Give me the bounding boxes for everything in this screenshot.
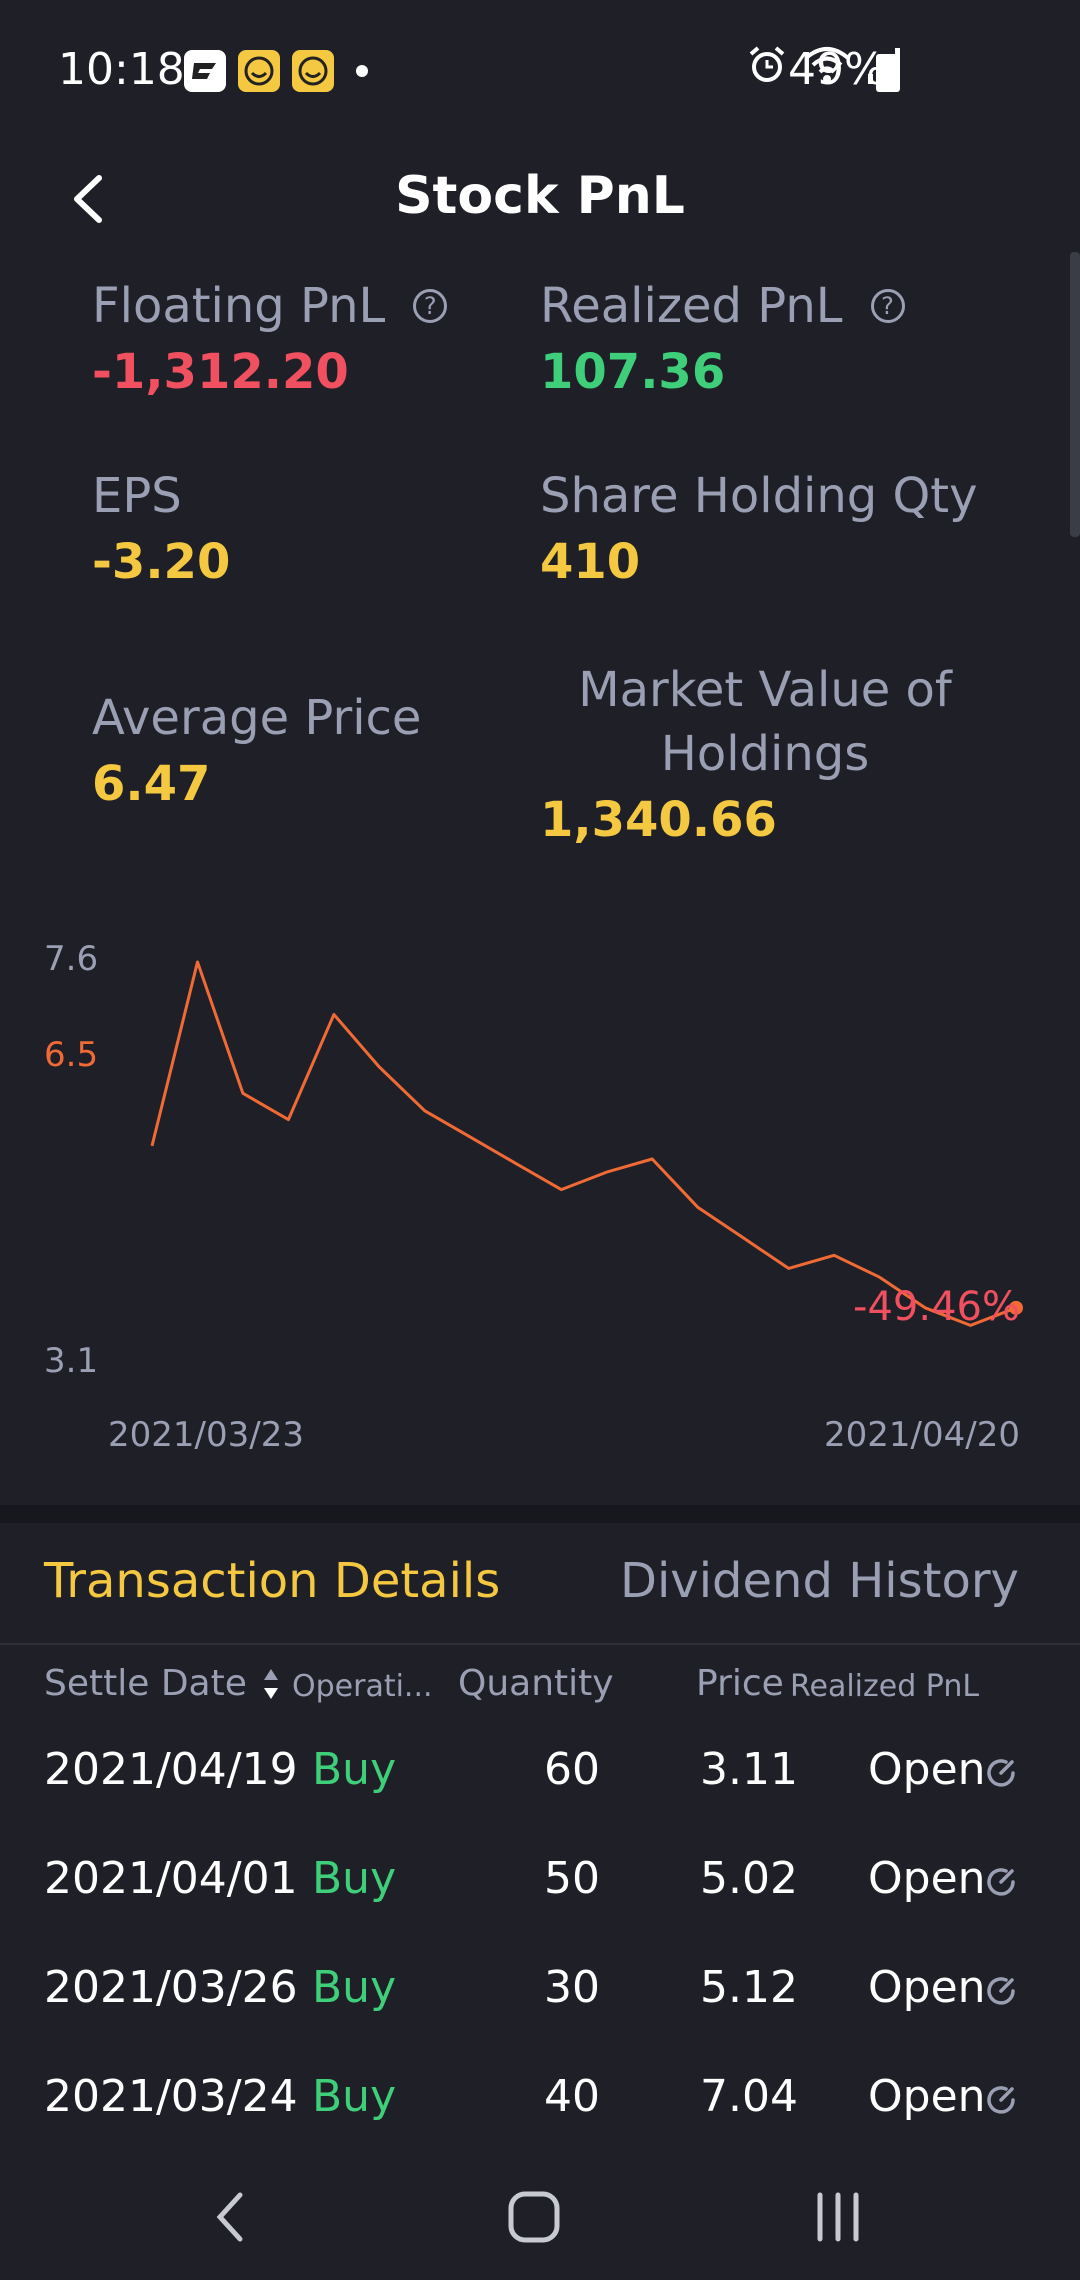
status-bar: 10:18 49%: [0, 0, 1080, 140]
price-chart-svg: 7.6 6.5 3.1 -49.46% 2021/03/23 2021/04/2…: [44, 939, 1023, 1455]
notification-app-icon: [184, 50, 226, 92]
row-date: 2021/04/19: [44, 1744, 298, 1795]
back-button[interactable]: [44, 154, 134, 244]
x-tick-end: 2021/04/20: [824, 1415, 1020, 1455]
row-date: 2021/03/26: [44, 1962, 298, 2013]
eps-value: -3.20: [92, 534, 231, 590]
avg-price-value: 6.47: [92, 756, 211, 812]
system-recents-button[interactable]: [798, 2182, 878, 2252]
row-price: 3.11: [700, 1744, 798, 1795]
emoji-icon: [238, 50, 280, 92]
tab-dividend-history[interactable]: Dividend History: [620, 1553, 1019, 1609]
market-value-stat: Market Value of Holdings 1,340.66: [540, 658, 990, 848]
row-realized-pnl: Open: [868, 2071, 986, 2122]
row-quantity: 40: [544, 2071, 600, 2122]
help-icon[interactable]: ?: [413, 289, 448, 323]
y-tick-reference: 6.5: [44, 1035, 98, 1075]
row-price: 5.02: [700, 1853, 798, 1904]
floating-pnl-label: Floating PnL: [92, 278, 386, 334]
transaction-list: 2021/04/19 Buy 60 3.11 Open 2021/04/01 B…: [0, 1720, 1080, 2156]
latest-price-point: [1009, 1300, 1023, 1315]
table-header: Settle Date Operati... Quantity Price Re…: [0, 1655, 1080, 1725]
pnl-summary: Floating PnL ? -1,312.20 Realized PnL ? …: [0, 260, 1080, 880]
floating-pnl-stat: Floating PnL ? -1,312.20: [92, 278, 448, 400]
eps-stat: EPS -3.20: [92, 468, 230, 590]
refresh-icon[interactable]: [984, 1974, 1018, 2012]
row-quantity: 60: [544, 1744, 600, 1795]
header-settle-date[interactable]: Settle Date: [44, 1663, 247, 1704]
row-price: 7.04: [700, 2071, 798, 2122]
tab-transaction-details[interactable]: Transaction Details: [44, 1553, 501, 1609]
realized-pnl-value: 107.36: [540, 344, 726, 400]
y-tick-top: 7.6: [44, 939, 98, 979]
row-price: 5.12: [700, 1962, 798, 2013]
market-value-value: 1,340.66: [540, 792, 777, 848]
status-time: 10:18: [58, 44, 185, 95]
y-tick-bottom: 3.1: [44, 1341, 98, 1381]
refresh-icon[interactable]: [984, 1756, 1018, 1794]
table-row[interactable]: 2021/04/19 Buy 60 3.11 Open: [0, 1720, 1080, 1829]
market-value-label: Market Value of Holdings: [578, 662, 952, 782]
row-date: 2021/03/24: [44, 2071, 298, 2122]
battery-percent: 49%: [788, 44, 886, 95]
battery-charging-icon: [876, 54, 900, 92]
share-qty-stat: Share Holding Qty 410: [540, 468, 978, 590]
alarm-icon: [749, 46, 785, 82]
system-home-button[interactable]: [494, 2182, 574, 2252]
refresh-icon[interactable]: [984, 1865, 1018, 1903]
price-chart[interactable]: 7.6 6.5 3.1 -49.46% 2021/03/23 2021/04/2…: [0, 920, 1080, 1480]
wifi-icon: [804, 47, 850, 83]
price-series-line: [150, 960, 1017, 1327]
emoji-icon: [292, 50, 334, 92]
row-quantity: 50: [544, 1853, 600, 1904]
row-date: 2021/04/01: [44, 1853, 298, 1904]
refresh-icon[interactable]: [984, 2083, 1018, 2121]
row-operation: Buy: [312, 1744, 397, 1795]
notification-icons: [184, 50, 368, 92]
header-price: Price: [696, 1663, 784, 1704]
help-icon[interactable]: ?: [870, 289, 905, 323]
header-realized-pnl: Realized PnL: [790, 1669, 980, 1704]
system-navigation-bar: [0, 2150, 1080, 2280]
x-tick-start: 2021/03/23: [108, 1415, 304, 1455]
more-notifications-dot: [356, 65, 368, 77]
system-back-button[interactable]: [190, 2182, 270, 2252]
sort-icon[interactable]: [262, 1667, 280, 1705]
row-realized-pnl: Open: [868, 1744, 986, 1795]
share-qty-value: 410: [540, 534, 641, 590]
home-icon: [508, 2191, 560, 2243]
header-quantity: Quantity: [458, 1663, 614, 1704]
avg-price-label: Average Price: [92, 690, 422, 746]
details-tabs: Transaction Details Dividend History: [0, 1523, 1080, 1645]
row-operation: Buy: [312, 1853, 397, 1904]
row-operation: Buy: [312, 1962, 397, 2013]
realized-pnl-label: Realized PnL: [540, 278, 843, 334]
table-row[interactable]: 2021/04/01 Buy 50 5.02 Open: [0, 1829, 1080, 1938]
top-nav: Stock PnL: [0, 140, 1080, 260]
header-operation[interactable]: Operati...: [292, 1669, 433, 1704]
table-row[interactable]: 2021/03/24 Buy 40 7.04 Open: [0, 2047, 1080, 2156]
chevron-left-icon: [216, 2192, 243, 2242]
change-percent-label: -49.46%: [853, 1284, 1020, 1330]
row-quantity: 30: [544, 1962, 600, 2013]
recents-icon: [817, 2192, 859, 2242]
row-realized-pnl: Open: [868, 1853, 986, 1904]
scrollbar[interactable]: [1070, 252, 1080, 537]
page-title: Stock PnL: [395, 166, 685, 226]
row-operation: Buy: [312, 2071, 397, 2122]
eps-label: EPS: [92, 468, 182, 524]
realized-pnl-stat: Realized PnL ? 107.36: [540, 278, 905, 400]
table-row[interactable]: 2021/03/26 Buy 30 5.12 Open: [0, 1938, 1080, 2047]
chevron-left-icon: [74, 175, 102, 223]
share-qty-label: Share Holding Qty: [540, 468, 978, 524]
floating-pnl-value: -1,312.20: [92, 344, 349, 400]
avg-price-stat: Average Price 6.47: [92, 690, 421, 812]
section-divider: [0, 1505, 1080, 1523]
row-realized-pnl: Open: [868, 1962, 986, 2013]
